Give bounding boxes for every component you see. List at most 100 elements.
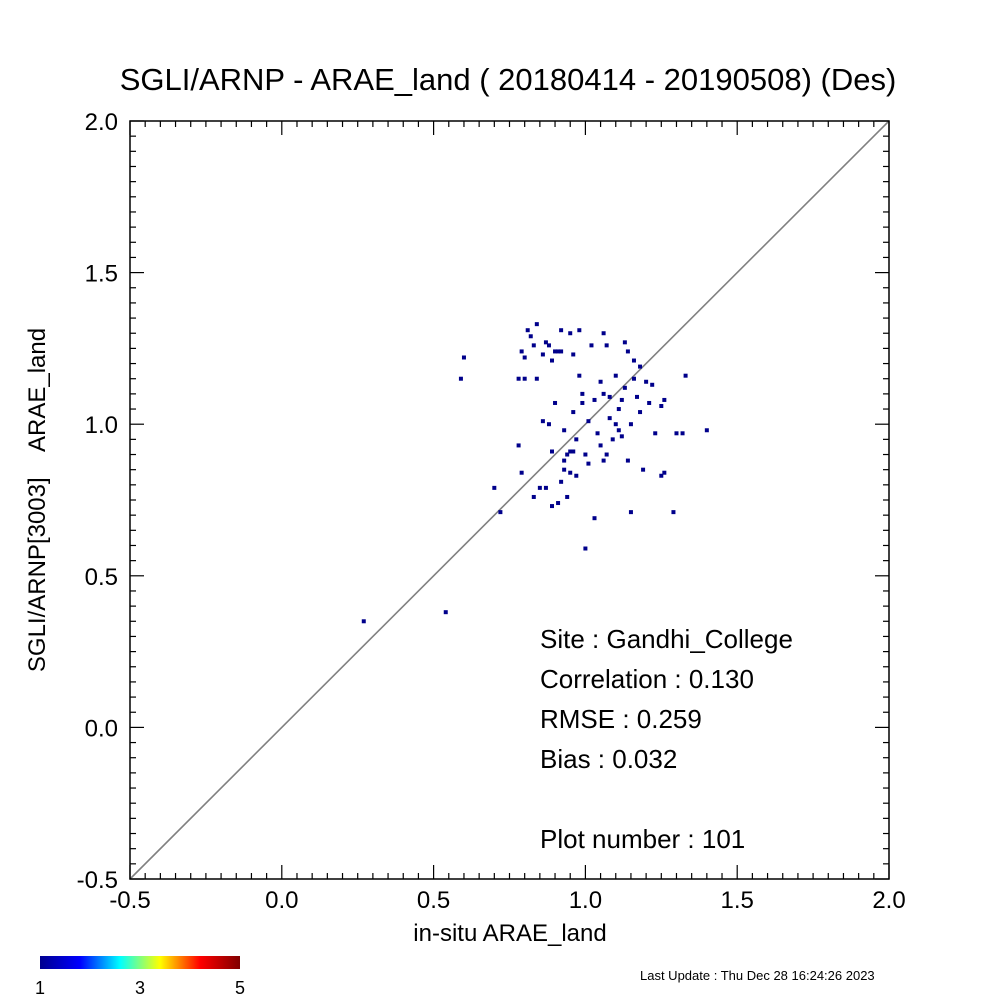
data-point (519, 470, 524, 475)
x-tick-label: 1.0 (569, 887, 602, 914)
last-update-text: Last Update : Thu Dec 28 16:24:26 2023 (640, 968, 875, 983)
stats-panel: Site : Gandhi_College Correlation : 0.13… (540, 624, 793, 854)
colorbar-labels: 1 3 5 (35, 978, 245, 998)
data-point (550, 504, 555, 509)
scatter-points (361, 322, 709, 624)
data-point (568, 470, 573, 475)
data-point (546, 343, 551, 348)
data-point (525, 328, 530, 333)
data-point (571, 410, 576, 415)
data-point (556, 501, 561, 506)
data-point (568, 449, 573, 454)
data-point (601, 458, 606, 463)
colorbar (40, 956, 240, 969)
data-point (522, 376, 527, 381)
y-tick-label: 2.0 (85, 109, 118, 136)
data-point (662, 470, 667, 475)
data-point (586, 461, 591, 466)
y-tick-label: 1.0 (85, 412, 118, 439)
stat-rmse: RMSE : 0.259 (540, 704, 702, 734)
axis-ticks (129, 120, 890, 880)
data-point (644, 379, 649, 384)
data-point (680, 431, 685, 436)
chart-title: SGLI/ARNP - ARAE_land ( 20180414 - 20190… (120, 62, 897, 97)
data-point (613, 422, 618, 427)
data-point (580, 391, 585, 396)
data-point (562, 467, 567, 472)
data-point (619, 434, 624, 439)
stat-plot-number: Plot number : 101 (540, 824, 745, 854)
data-point (565, 494, 570, 499)
x-tick-label: 1.5 (721, 887, 754, 914)
data-point (550, 358, 555, 363)
data-point (568, 331, 573, 336)
data-point (577, 328, 582, 333)
data-point (571, 352, 576, 357)
data-point (534, 322, 539, 327)
data-point (619, 397, 624, 402)
data-point (659, 473, 664, 478)
stat-site: Site : Gandhi_College (540, 624, 793, 654)
data-point (565, 452, 570, 457)
data-point (559, 479, 564, 484)
data-point (461, 355, 466, 360)
plot-frame (129, 120, 890, 880)
data-point (543, 340, 548, 345)
x-tick-label: 2.0 (872, 887, 905, 914)
data-point (553, 349, 558, 354)
data-point (516, 376, 521, 381)
stat-bias: Bias : 0.032 (540, 744, 677, 774)
data-point (528, 334, 533, 339)
data-point (592, 516, 597, 521)
data-point (704, 428, 709, 433)
data-point (625, 458, 630, 463)
data-point (556, 349, 561, 354)
data-point (498, 510, 503, 515)
data-point (540, 419, 545, 424)
data-point (607, 394, 612, 399)
y-tick-label: 0.0 (85, 715, 118, 742)
data-point (531, 343, 536, 348)
data-point (577, 373, 582, 378)
data-point (653, 431, 658, 436)
data-point (616, 428, 621, 433)
data-point (635, 394, 640, 399)
data-point (583, 546, 588, 551)
colorbar-label: 1 (35, 978, 45, 998)
data-point (559, 328, 564, 333)
data-point (674, 431, 679, 436)
data-point (543, 485, 548, 490)
stat-correlation: Correlation : 0.130 (540, 664, 754, 694)
data-point (550, 449, 555, 454)
data-point (537, 485, 542, 490)
data-point (492, 485, 497, 490)
y-tick-label: -0.5 (77, 867, 118, 894)
data-point (647, 400, 652, 405)
data-point (650, 382, 655, 387)
one-to-one-line (129, 120, 890, 880)
data-point (607, 416, 612, 421)
data-point (622, 340, 627, 345)
x-tick-label: 0.0 (265, 887, 298, 914)
y-tick-label: 0.5 (85, 564, 118, 591)
data-point (562, 428, 567, 433)
data-point (638, 364, 643, 369)
data-point (519, 349, 524, 354)
data-point (625, 349, 630, 354)
data-point (598, 443, 603, 448)
data-point (534, 376, 539, 381)
data-point (586, 419, 591, 424)
data-point (659, 404, 664, 409)
data-point (553, 400, 558, 405)
colorbar-label: 5 (235, 978, 245, 998)
data-point (628, 510, 633, 515)
colorbar-label: 3 (135, 978, 145, 998)
data-point (361, 619, 366, 624)
data-point (571, 449, 576, 454)
data-point (622, 385, 627, 390)
data-point (522, 355, 527, 360)
x-tick-label: 0.5 (417, 887, 450, 914)
data-point (604, 343, 609, 348)
data-point (592, 397, 597, 402)
